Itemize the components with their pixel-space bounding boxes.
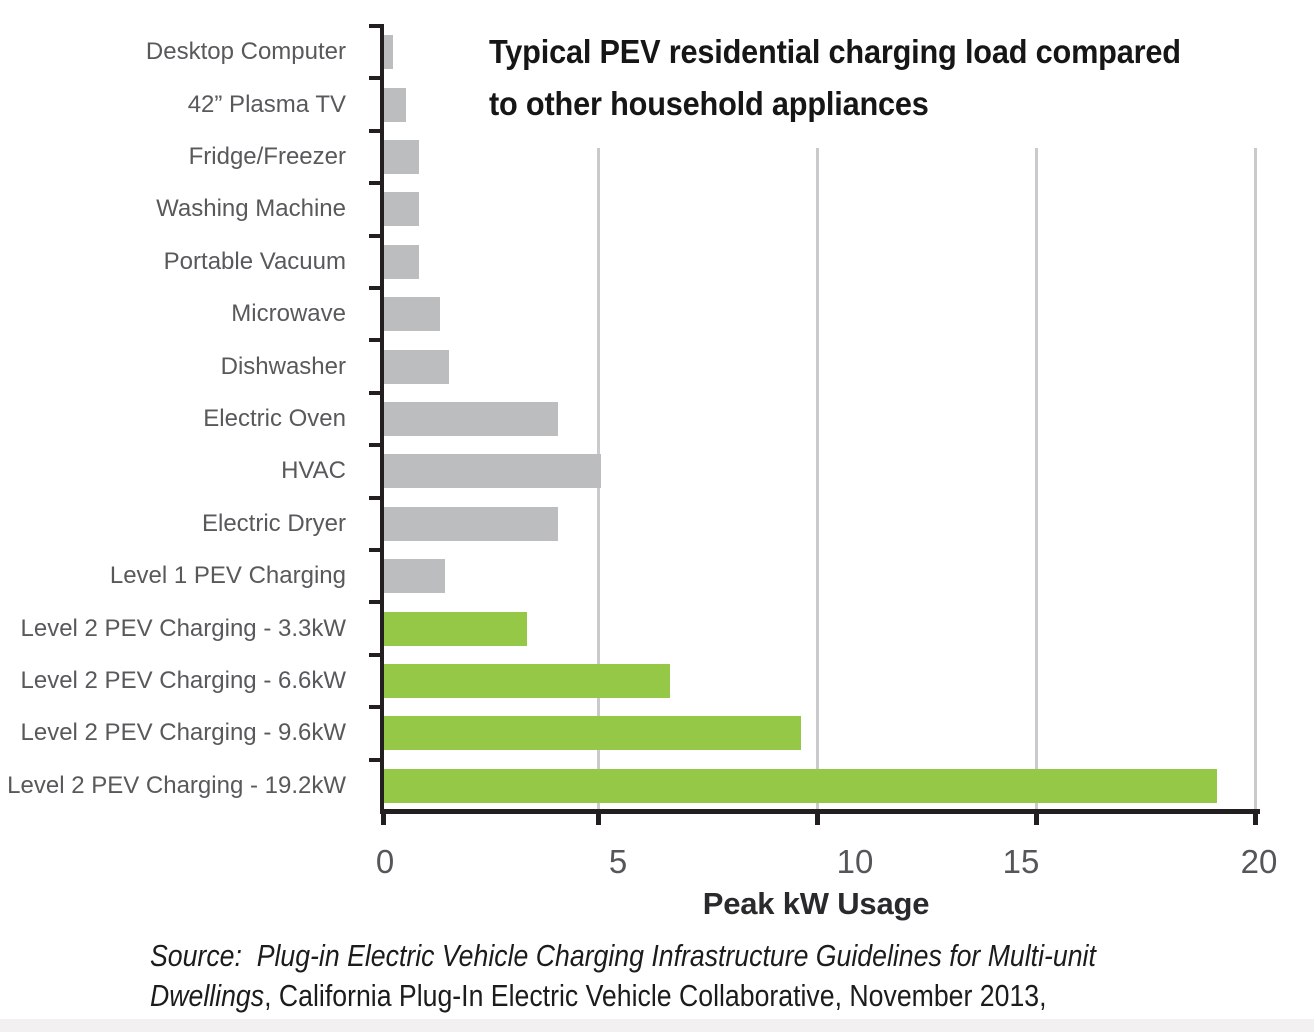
- chart-title-line-1: Typical PEV residential charging load co…: [489, 33, 1181, 70]
- bar-pev: [384, 664, 670, 698]
- y-axis-tick: [369, 181, 383, 186]
- source-line-2-italic: Dwellings: [150, 978, 265, 1013]
- category-label: Dishwasher: [220, 352, 346, 380]
- bar-pev: [384, 716, 801, 751]
- bar-appliance: [384, 402, 558, 436]
- y-axis-tick: [369, 652, 383, 657]
- x-axis-title: Peak kW Usage: [702, 886, 930, 921]
- y-axis-tick: [369, 128, 383, 133]
- y-axis-tick: [369, 76, 383, 81]
- x-axis-line: [380, 809, 1260, 814]
- y-axis-tick: [369, 233, 383, 238]
- category-label: Level 2 PEV Charging - 9.6kW: [20, 719, 347, 747]
- gridline-10: [816, 148, 819, 809]
- gridline-20: [1254, 148, 1257, 809]
- source-line-2-rest: , California Plug-In Electric Vehicle Co…: [264, 978, 1047, 1013]
- x-tick-label-0: 0: [375, 843, 395, 880]
- bar-appliance: [384, 297, 440, 332]
- y-axis-tick: [369, 548, 383, 552]
- source-line-1: Source: Plug-in Electric Vehicle Chargin…: [150, 938, 1096, 973]
- bar-appliance: [384, 506, 558, 541]
- source-citation: Source: Plug-in Electric Vehicle Chargin…: [150, 936, 1096, 1016]
- x-axis-tick-10: [815, 814, 820, 825]
- bar-pev: [384, 768, 1217, 803]
- y-axis-tick: [369, 705, 383, 710]
- category-label: Level 1 PEV Charging: [109, 562, 346, 590]
- bar-appliance: [384, 559, 445, 594]
- bar-appliance: [384, 349, 449, 384]
- category-label: HVAC: [281, 457, 346, 485]
- category-label: Level 2 PEV Charging - 6.6kW: [20, 667, 347, 694]
- category-label: Desktop Computer: [145, 38, 346, 66]
- category-label: Level 2 PEV Charging - 3.3kW: [20, 614, 347, 642]
- bar-appliance: [384, 454, 601, 489]
- chart-title-line-2: to other household appliances: [489, 85, 929, 122]
- y-axis-tick: [369, 495, 383, 500]
- bottom-page-strip: [0, 1019, 1314, 1032]
- category-label: Microwave: [231, 300, 346, 328]
- bar-appliance: [384, 35, 393, 70]
- x-tick-label-20: 20: [1240, 843, 1278, 880]
- y-axis-tick: [369, 390, 383, 395]
- category-label: 42” Plasma TV: [187, 90, 346, 118]
- bar-appliance: [384, 140, 419, 174]
- category-label: Level 2 PEV Charging - 19.2kW: [7, 771, 346, 799]
- y-axis-tick: [369, 600, 383, 605]
- x-tick-label-10: 10: [836, 843, 874, 880]
- y-axis-tick: [369, 443, 383, 448]
- bar-appliance: [384, 244, 419, 279]
- x-tick-label-5: 5: [608, 843, 628, 880]
- x-axis-tick-0: [381, 814, 386, 825]
- x-axis-tick-5: [596, 814, 601, 825]
- bar-pev: [384, 611, 527, 646]
- category-label: Electric Oven: [203, 405, 346, 432]
- category-label: Fridge/Freezer: [188, 143, 346, 170]
- bar-appliance: [384, 192, 419, 227]
- y-axis-tick: [369, 286, 383, 290]
- category-label: Portable Vacuum: [163, 247, 346, 275]
- y-axis-line: [380, 24, 384, 814]
- y-axis-tick: [369, 24, 383, 28]
- y-axis-tick: [369, 757, 383, 762]
- chart-title: Typical PEV residential charging load co…: [489, 26, 1181, 130]
- gridline-15: [1035, 148, 1038, 809]
- category-label: Electric Dryer: [201, 509, 346, 537]
- y-axis-tick: [369, 338, 383, 343]
- x-tick-label-15: 15: [1002, 843, 1040, 880]
- x-axis-tick-15: [1034, 814, 1039, 825]
- bar-appliance: [384, 87, 406, 122]
- category-label: Washing Machine: [156, 195, 346, 223]
- x-axis-tick-20: [1253, 814, 1258, 825]
